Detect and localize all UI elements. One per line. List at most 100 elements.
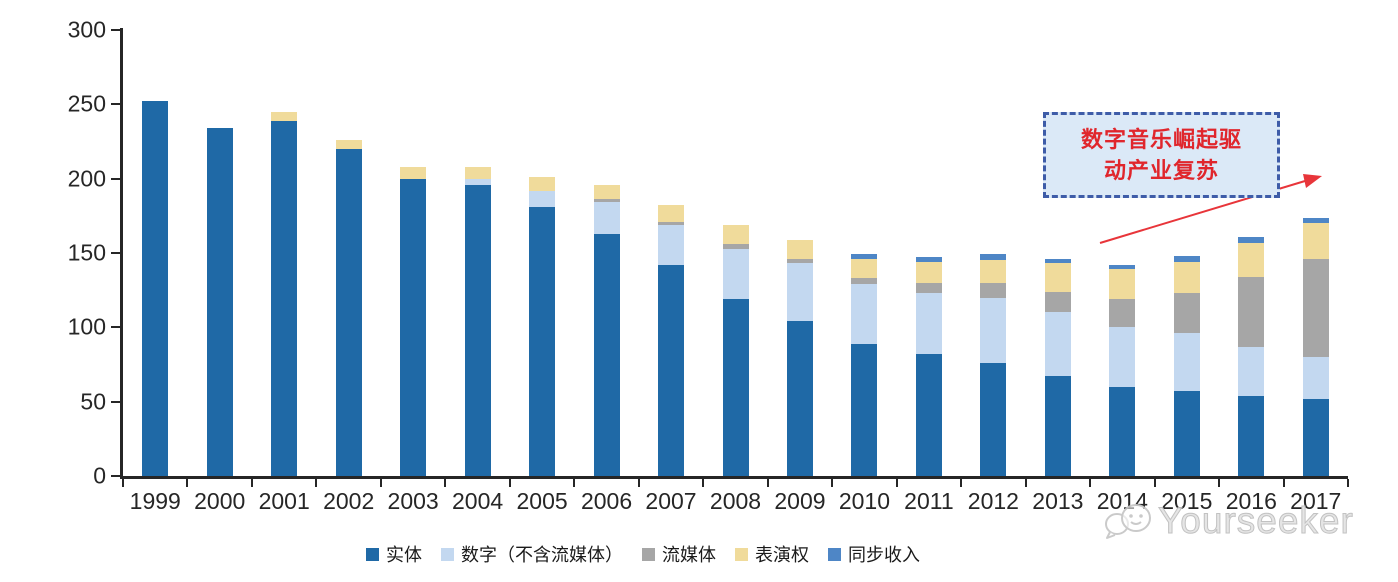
bar-segment-digital-excl-streaming xyxy=(529,190,556,207)
bar-segment-sync xyxy=(1173,255,1200,262)
x-axis-label: 1999 xyxy=(129,488,181,514)
bar-segment-performance-rights xyxy=(1044,263,1071,292)
bar-segment-physical xyxy=(206,128,233,476)
bar-segment-streaming xyxy=(593,199,620,203)
y-axis-label: 50 xyxy=(80,388,106,415)
bar-segment-performance-rights xyxy=(464,166,491,179)
bar-segment-physical xyxy=(1044,376,1071,476)
bar-segment-digital-excl-streaming xyxy=(915,293,942,355)
x-axis-label: 2015 xyxy=(1161,488,1213,514)
legend-item-performance-rights: 表演权 xyxy=(735,541,809,567)
watermark: Yourseeker xyxy=(1102,498,1354,544)
x-axis-tick xyxy=(831,479,834,487)
bar-segment-performance-rights xyxy=(1302,223,1329,259)
bar-segment-digital-excl-streaming xyxy=(980,297,1007,363)
bar-segment-physical xyxy=(722,299,749,476)
bar-segment-performance-rights xyxy=(1109,269,1136,300)
bar-segment-digital-excl-streaming xyxy=(1238,346,1265,396)
watermark-text: Yourseeker xyxy=(1158,500,1354,542)
x-axis-label: 2005 xyxy=(516,488,568,514)
x-axis-label: 2010 xyxy=(838,488,891,514)
x-axis-tick xyxy=(1347,479,1349,487)
y-axis-label: 300 xyxy=(67,16,106,43)
bar-segment-sync xyxy=(1302,218,1329,224)
bar-segment-performance-rights xyxy=(271,111,298,121)
bar-segment-sync xyxy=(1238,236,1265,243)
bar-segment-digital-excl-streaming xyxy=(464,178,491,185)
bar-segment-performance-rights xyxy=(851,258,878,279)
bar-segment-physical xyxy=(1173,391,1200,476)
bar-segment-performance-rights xyxy=(786,239,813,259)
bar-segment-physical xyxy=(851,343,878,476)
bar-segment-sync xyxy=(1044,258,1071,264)
y-axis-tick xyxy=(111,177,120,180)
bar-segment-performance-rights xyxy=(529,177,556,191)
bar-segment-performance-rights xyxy=(1173,261,1200,294)
x-axis-label: 2017 xyxy=(1290,488,1342,514)
legend-swatch-icon xyxy=(828,547,841,561)
y-axis-tick xyxy=(111,326,120,329)
bar-segment-sync xyxy=(1109,264,1136,270)
x-axis-tick xyxy=(508,479,511,487)
bar-segment-physical xyxy=(980,363,1007,476)
bar-segment-digital-excl-streaming xyxy=(851,284,878,344)
bar-segment-physical xyxy=(142,101,169,476)
legend-swatch-icon xyxy=(366,547,379,561)
annotation-text-line2: 动产业复苏 xyxy=(1103,158,1219,183)
bar-segment-streaming xyxy=(786,258,813,264)
bar-segment-physical xyxy=(1302,398,1329,476)
legend-item-sync: 同步收入 xyxy=(828,541,920,567)
bar-segment-physical xyxy=(1238,395,1265,476)
bar-segment-performance-rights xyxy=(593,184,620,200)
bar-segment-physical xyxy=(915,354,942,476)
bar-segment-performance-rights xyxy=(400,166,427,179)
y-axis-tick xyxy=(111,400,120,403)
bar-segment-digital-excl-streaming xyxy=(1173,333,1200,392)
bar-segment-physical xyxy=(400,178,427,476)
bar-segment-sync xyxy=(980,254,1007,261)
x-axis-label: 2013 xyxy=(1032,488,1084,514)
x-axis-tick xyxy=(573,479,576,487)
x-axis-tick xyxy=(1024,479,1027,487)
bar-segment-performance-rights xyxy=(658,205,685,222)
legend-label: 表演权 xyxy=(755,545,809,565)
bar-segment-physical xyxy=(464,184,491,476)
legend-swatch-icon xyxy=(441,547,454,561)
bar-segment-sync xyxy=(851,254,878,259)
legend-label: 实体 xyxy=(386,545,422,565)
bar-segment-digital-excl-streaming xyxy=(593,202,620,234)
y-axis-tick xyxy=(111,252,120,254)
x-axis-label: 2000 xyxy=(194,488,246,514)
x-axis-label: 2011 xyxy=(904,488,954,514)
x-axis-tick xyxy=(895,479,898,487)
x-axis-label: 2008 xyxy=(709,488,762,514)
bar-segment-digital-excl-streaming xyxy=(786,263,813,322)
x-axis-tick xyxy=(186,479,189,487)
x-axis-tick xyxy=(1153,479,1156,487)
x-axis-label: 2006 xyxy=(580,488,633,514)
bar-segment-streaming xyxy=(1238,276,1265,347)
legend-item-physical: 实体 xyxy=(366,541,422,567)
legend-label: 流媒体 xyxy=(662,545,716,565)
bar-segment-streaming xyxy=(915,282,942,294)
x-axis-tick xyxy=(122,479,124,487)
legend-swatch-icon xyxy=(642,547,655,561)
bar-segment-streaming xyxy=(1044,291,1071,313)
y-axis-label: 0 xyxy=(93,462,106,489)
bar-segment-digital-excl-streaming xyxy=(1302,357,1329,399)
x-axis-label: 2002 xyxy=(323,488,375,514)
bar-segment-physical xyxy=(529,206,556,476)
x-axis-tick xyxy=(444,479,447,487)
bar-segment-performance-rights xyxy=(722,224,749,245)
annotation-text-line1: 数字音乐崛起驱 xyxy=(1080,127,1242,152)
bar-segment-performance-rights xyxy=(1238,242,1265,277)
bar-segment-sync xyxy=(915,257,942,262)
x-axis-label: 2001 xyxy=(258,488,310,514)
x-axis-label: 2009 xyxy=(774,488,826,514)
yourseeker-logo-icon xyxy=(1105,504,1151,539)
y-axis-label: 200 xyxy=(67,165,106,192)
x-axis-label: 2007 xyxy=(645,488,697,514)
legend-swatch-icon xyxy=(735,547,748,561)
x-axis-tick xyxy=(637,479,640,487)
